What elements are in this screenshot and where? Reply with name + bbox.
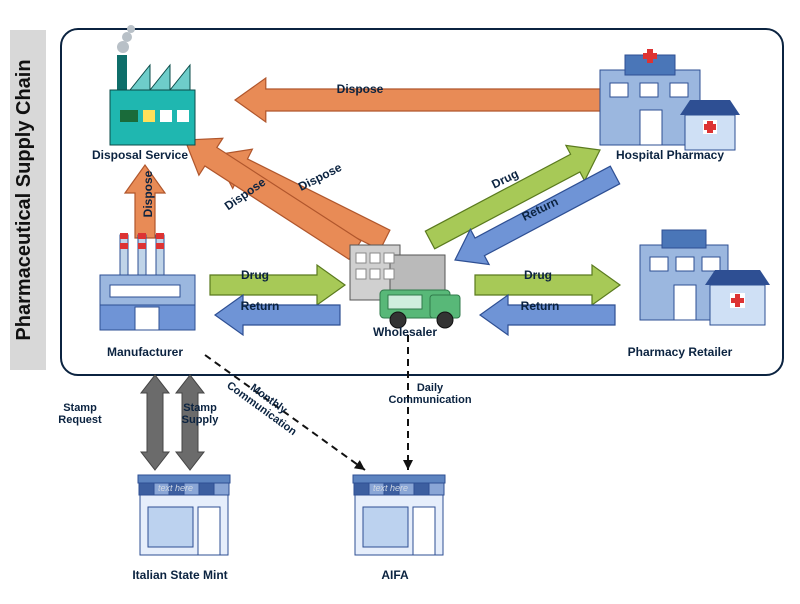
icon-layer: text here text here: [0, 0, 800, 604]
diagram-stage: Pharmaceutical Supply Chain text heretex…: [0, 0, 800, 604]
node-label-wholesaler: Wholesaler: [335, 325, 475, 339]
disposal-icon: [110, 25, 195, 145]
edge-label-stamp_supply: StampSupply: [140, 402, 260, 426]
mint-icon: text here: [138, 475, 230, 555]
edge-label-drug_whole_pharm: Drug: [478, 268, 598, 282]
edge-label-dispose_whole: Dispose: [263, 144, 376, 211]
edge-label-daily: DailyCommunication: [370, 382, 490, 406]
edge-label-drug_whole_hosp: Drug: [448, 146, 562, 211]
edge-label-dispose_manu_diag: Dispose: [192, 154, 298, 234]
edge-label-drug_manu_whole: Drug: [195, 268, 315, 282]
edge-label-stamp_request: StampRequest: [20, 402, 140, 426]
node-label-manufacturer: Manufacturer: [75, 345, 215, 359]
pharmacy-icon: [640, 230, 770, 325]
node-label-mint: Italian State Mint: [110, 568, 250, 582]
manufacturer-icon: [100, 233, 195, 330]
supplychain-box: [60, 28, 784, 376]
aifa-icon: text here: [353, 475, 445, 555]
edge-label-return_whole_hosp: Return: [483, 176, 597, 241]
svg-text:text here: text here: [158, 483, 193, 493]
title-bar: [10, 30, 46, 370]
edge-layer: [0, 0, 800, 604]
hospital-icon: [600, 49, 740, 150]
edge-label-return_whole_pharm: Return: [480, 299, 600, 313]
node-label-hospital: Hospital Pharmacy: [600, 148, 740, 162]
node-label-disposal: Disposal Service: [70, 148, 210, 162]
node-label-pharmacy: Pharmacy Retailer: [610, 345, 750, 359]
node-label-aifa: AIFA: [325, 568, 465, 582]
edge-label-return_manu_whole: Return: [200, 299, 320, 313]
wholesaler-icon: [350, 245, 460, 328]
edge-label-dispose_hosp: Dispose: [300, 82, 420, 96]
svg-text:text here: text here: [373, 483, 408, 493]
edge-label-monthly: MonthlyCommunication: [209, 359, 320, 449]
